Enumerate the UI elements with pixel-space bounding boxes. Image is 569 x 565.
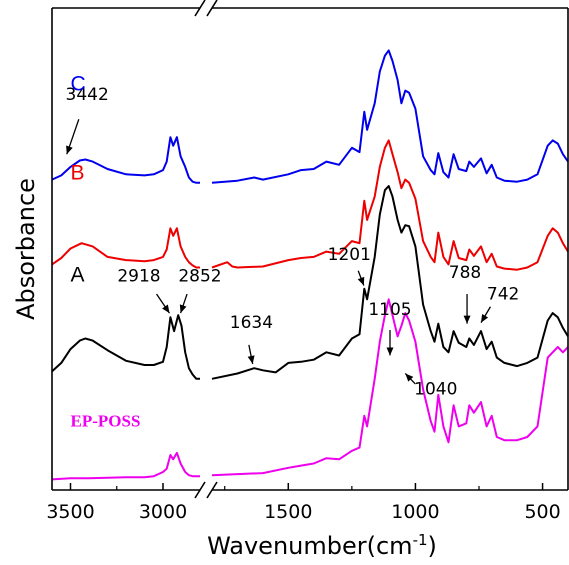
- annotation-label: 1040: [414, 380, 457, 400]
- break-mark: [206, 481, 218, 499]
- peak-annotation: 1201: [328, 245, 371, 286]
- x-tick-label: 1500: [264, 501, 312, 523]
- break-mark: [194, 0, 206, 17]
- plot-frame: [51, 7, 569, 491]
- annotation-label: 1105: [368, 300, 411, 320]
- annotation-arrowhead: [405, 373, 414, 382]
- series-line-segment: [51, 136, 200, 184]
- peak-annotation: 1634: [230, 313, 273, 365]
- peak-annotation: 1040: [404, 373, 457, 400]
- series-line-segment: [51, 314, 200, 380]
- x-axis-label-sup: -1: [413, 531, 428, 549]
- y-axis-label: Absorbance: [12, 178, 40, 320]
- break-mark: [194, 481, 206, 499]
- x-axis-label-main: Wavenumber(cm: [207, 532, 412, 560]
- x-tick-label: 500: [524, 501, 560, 523]
- annotation-arrowhead: [463, 315, 471, 324]
- series-line-segment: [211, 139, 569, 271]
- x-axis-label: Wavenumber(cm-1): [207, 531, 437, 560]
- annotation-label: 788: [449, 263, 481, 283]
- peak-annotation: 2852: [178, 266, 222, 314]
- x-axis-ticks: 3500 3000 1500 1000 500: [46, 483, 561, 523]
- series-label: C: [71, 73, 86, 96]
- break-mark: [206, 0, 218, 17]
- series-a: [51, 185, 569, 380]
- annotation-arrowhead: [357, 276, 365, 286]
- annotation-arrowhead: [247, 355, 255, 364]
- series-line-segment: [211, 185, 569, 380]
- annotation-label: 2852: [178, 266, 221, 286]
- series-label: EP-POSS: [71, 411, 141, 430]
- series-line-segment: [51, 227, 200, 269]
- series-b: [51, 139, 569, 271]
- peak-annotation: 2918: [117, 266, 171, 314]
- annotation-label: 3442: [66, 85, 109, 105]
- annotations: 3442 2918 2852 1634 1201 1105 1040 788 742: [66, 85, 520, 399]
- peak-annotation: 1105: [368, 300, 412, 356]
- annotation-label: 2918: [117, 266, 160, 286]
- plot-lines: [51, 49, 569, 481]
- peak-annotation: 788: [449, 263, 481, 324]
- x-tick-label: 3500: [46, 501, 94, 523]
- annotation-arrowhead: [179, 304, 187, 314]
- peak-annotation: 3442: [66, 85, 109, 155]
- series-ep-poss: [51, 298, 569, 481]
- annotation-arrowhead: [481, 313, 489, 323]
- annotation-label: 1201: [328, 245, 371, 265]
- series-label: B: [71, 162, 85, 185]
- annotation-arrowhead: [66, 145, 73, 155]
- annotation-arrowhead: [162, 304, 170, 314]
- annotation-label: 742: [487, 284, 519, 304]
- axis-break-marks: [194, 0, 218, 499]
- x-tick-label: 1000: [391, 501, 439, 523]
- series-line-segment: [51, 451, 200, 481]
- series-line-segment: [211, 298, 569, 477]
- series-labels: C B A EP-POSS: [71, 73, 141, 431]
- series-line-segment: [211, 49, 569, 184]
- x-axis-label-close: ): [428, 532, 437, 560]
- x-tick-label: 3000: [139, 501, 187, 523]
- peak-annotation: 742: [480, 284, 519, 323]
- annotation-label: 1634: [230, 313, 273, 333]
- series-label: A: [71, 263, 85, 286]
- annotation-arrowhead: [386, 347, 394, 356]
- series-c: [51, 49, 569, 184]
